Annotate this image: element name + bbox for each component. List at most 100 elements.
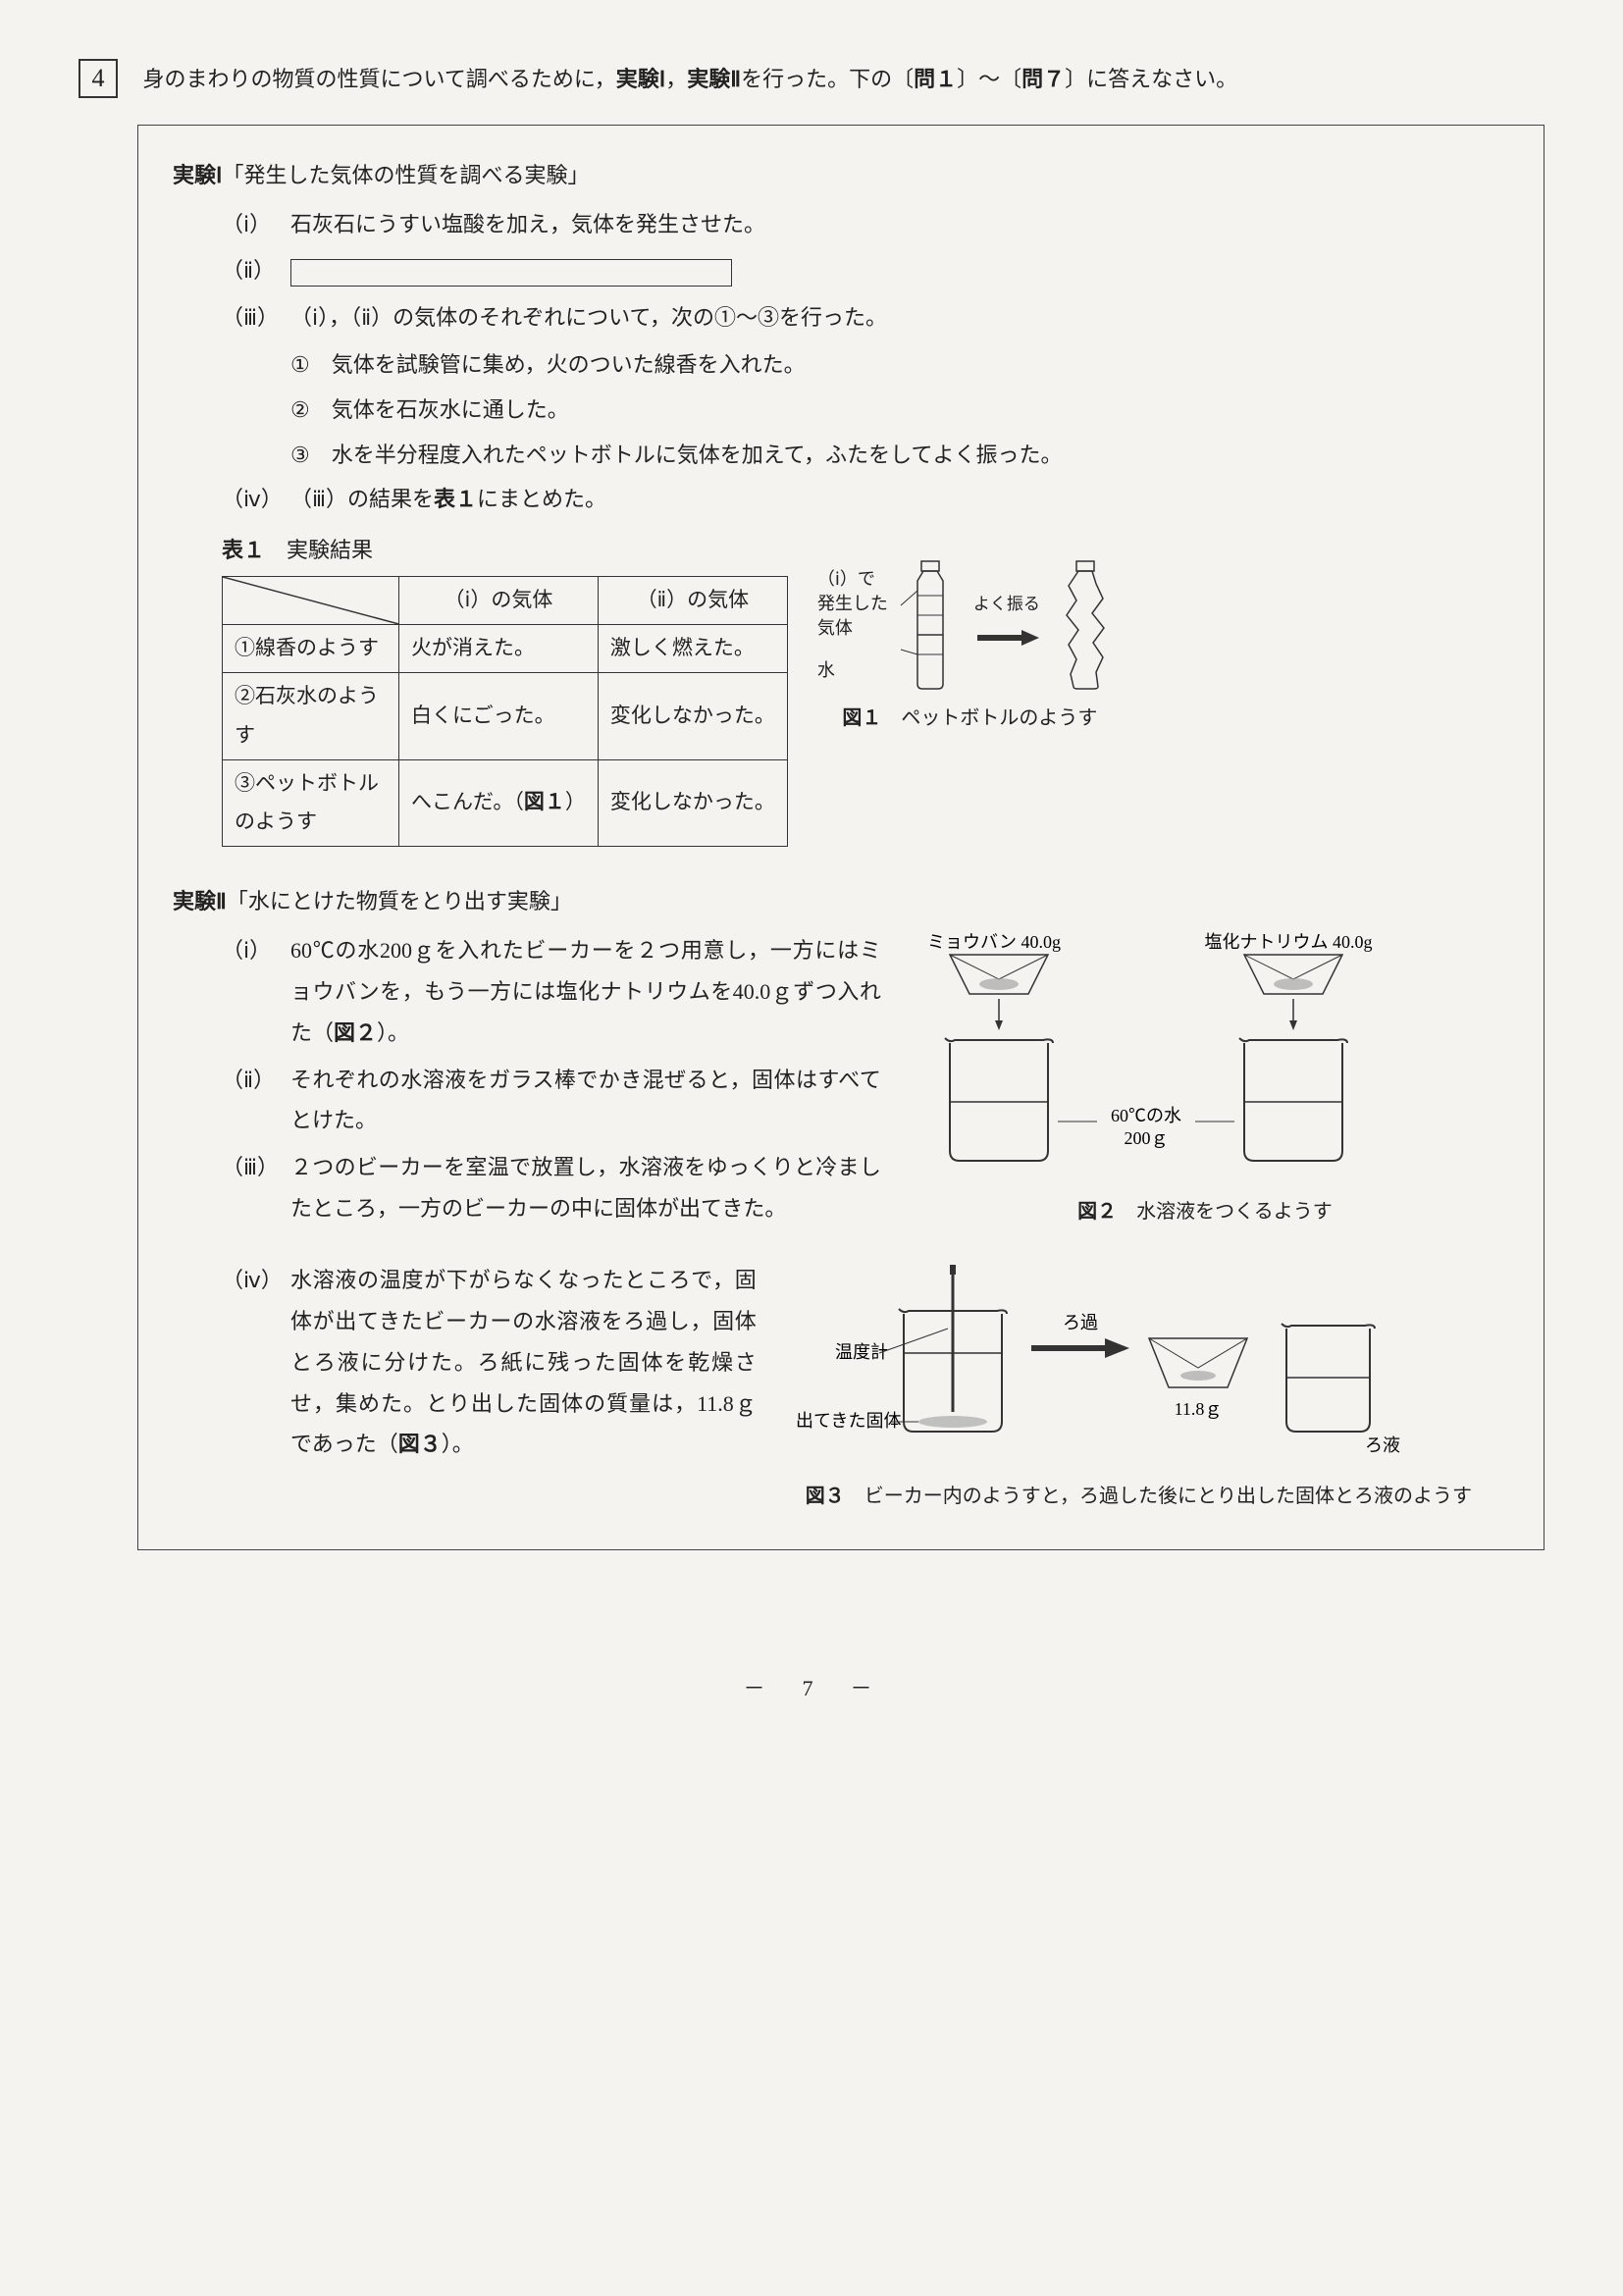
step-content-iii: （ⅰ），（ⅱ）の気体のそれぞれについて，次の①～③を行った。 <box>290 297 1509 339</box>
row1-col1: 火が消えた。 <box>399 624 599 672</box>
exp2-step-iv: （ⅳ） 水溶液の温度が下がらなくなったところで，固体が出てきたビーカーの水溶液を… <box>222 1260 757 1465</box>
fig3-thermo-text: 温度計 <box>835 1342 888 1362</box>
fig3-text-col: （ⅳ） 水溶液の温度が下がらなくなったところで，固体が出てきたビーカーの水溶液を… <box>222 1260 757 1515</box>
arrow-right-icon <box>972 628 1041 648</box>
fig3-caption: 図３ ビーカー内のようすと，ろ過した後にとり出した固体とろ液のようす <box>776 1478 1509 1515</box>
exp1-step-iv: （ⅳ） （ⅲ）の結果を表１にまとめた。 <box>222 479 1509 520</box>
sub-content-2: 気体を石灰水に通した。 <box>332 397 569 422</box>
exp2-label-i: （ⅰ） <box>222 930 290 1053</box>
exp2-label-iv: （ⅳ） <box>222 1260 290 1465</box>
fig3-filtrate-text: ろ液 <box>1365 1435 1400 1455</box>
row2-col2: 変化しなかった。 <box>598 672 787 759</box>
page-number: － 7 － <box>79 1668 1544 1709</box>
fig3-svg-icon: 温度計 出てきた固体 ろ過 11.8ｇ <box>776 1260 1404 1456</box>
sub-label-3: ③ <box>290 435 310 476</box>
fig2-container: ミョウバン 40.0g 塩化ナトリウム 40.0g <box>901 930 1509 1230</box>
step-label-ii: （ⅱ） <box>222 250 290 291</box>
exp2-i-b: ）。 <box>377 1020 409 1045</box>
fig2-temp-text: 60℃の水 <box>1111 1106 1181 1125</box>
fig3-section: （ⅳ） 水溶液の温度が下がらなくなったところで，固体が出てきたビーカーの水溶液を… <box>173 1260 1509 1515</box>
exp1-title: 実験Ⅰ「発生した気体の性質を調べる実験」 <box>173 155 1509 196</box>
exp2-step-ii: （ⅱ） それぞれの水溶液をガラス棒でかき混ぜると，固体はすべてとけた。 <box>222 1060 881 1142</box>
exp2-title: 実験Ⅱ「水にとけた物質をとり出す実験」 <box>173 881 1509 922</box>
sub-content-1: 気体を試験管に集め，火のついた線香を入れた。 <box>332 352 806 377</box>
bottle-after-icon <box>1049 556 1123 694</box>
intro-before: 身のまわりの物質の性質について調べるために， <box>143 67 616 91</box>
intro-after: 〕に答えなさい。 <box>1065 67 1237 91</box>
fig3-mass-text: 11.8ｇ <box>1174 1399 1222 1419</box>
fig1-gas-c: 気体 <box>817 616 888 641</box>
fig1-shake-label: よく振る <box>972 589 1041 620</box>
row3-col1-b: ） <box>565 790 586 813</box>
intro-text: 身のまわりの物質の性質について調べるために，実験Ⅰ，実験Ⅱを行った。下の〔問１〕… <box>143 59 1541 100</box>
step-content-iv: （ⅲ）の結果を表１にまとめた。 <box>290 479 1509 520</box>
table-caption-rest: 実験結果 <box>265 538 373 562</box>
sub-item-3: ③ 水を半分程度入れたペットボトルに気体を加えて，ふたをしてよく振った。 <box>290 435 1509 476</box>
exp2-label-ii: （ⅱ） <box>222 1060 290 1142</box>
sub-item-1: ① 気体を試験管に集め，火のついた線香を入れた。 <box>290 344 1509 386</box>
row3-col1: へこんだ。（図１） <box>399 759 599 847</box>
iv-bold: 表１ <box>434 487 477 511</box>
exp2-i-bold: 図２ <box>334 1020 377 1045</box>
row3-col1-a: へこんだ。（ <box>411 790 524 813</box>
fig2-caption-bold: 図２ <box>1077 1201 1117 1223</box>
exp2-iv-bold: 図３ <box>398 1432 442 1456</box>
exp2-title-bold: 実験Ⅱ <box>173 889 227 913</box>
row1-label: ①線香のようす <box>223 624 399 672</box>
fig2-mass-text: 200ｇ <box>1124 1128 1168 1148</box>
exp2-content-iv: 水溶液の温度が下がらなくなったところで，固体が出てきたビーカーの水溶液をろ過し，… <box>290 1260 757 1465</box>
fig3-caption-bold: 図３ <box>806 1486 845 1507</box>
fig1-arrow-group: よく振る <box>972 589 1041 661</box>
iv-before: （ⅲ）の結果を <box>290 487 434 511</box>
fig3-caption-rest: ビーカー内のようすと，ろ過した後にとり出した固体とろ液のようす <box>845 1486 1472 1507</box>
row2-col1: 白くにごった。 <box>399 672 599 759</box>
table-caption-bold: 表１ <box>222 538 265 562</box>
step-label-i: （ⅰ） <box>222 204 290 245</box>
blank-box <box>290 259 732 287</box>
fig3-figs-col: 温度計 出てきた固体 ろ過 11.8ｇ <box>776 1260 1509 1515</box>
exp2-row: （ⅰ） 60℃の水200ｇを入れたビーカーを２つ用意し，一方にはミョウバンを，も… <box>173 930 1509 1250</box>
diag-line-icon <box>223 577 398 624</box>
step-label-iii: （ⅲ） <box>222 297 290 339</box>
intro-mid2: 〕～〔 <box>957 67 1021 91</box>
exp1-title-rest: 「発生した気体の性質を調べる実験」 <box>223 163 590 187</box>
exp2-title-rest: 「水にとけた物質をとり出す実験」 <box>227 889 572 913</box>
fig1-water: 水 <box>817 658 888 683</box>
exp2-content-i: 60℃の水200ｇを入れたビーカーを２つ用意し，一方にはミョウバンを，もう一方に… <box>290 930 881 1053</box>
fig1-caption: 図１ ペットボトルのようす <box>842 700 1097 737</box>
question-number-box: 4 <box>79 59 118 98</box>
step-label-iv: （ⅳ） <box>222 479 290 520</box>
sub-item-2: ② 気体を石灰水に通した。 <box>290 390 1509 431</box>
fig2-caption-rest: 水溶液をつくるようす <box>1117 1201 1333 1223</box>
fig1-gas-a: （ⅰ）で <box>817 567 888 592</box>
fig1-gas-b: 発生した <box>817 592 888 616</box>
exp2-content-ii: それぞれの水溶液をガラス棒でかき混ぜると，固体はすべてとけた。 <box>290 1060 881 1142</box>
diag-cell <box>223 576 399 624</box>
fig1-caption-rest: ペットボトルのようす <box>881 707 1097 729</box>
th-col1: （ⅰ）の気体 <box>399 576 599 624</box>
question-header: 4 身のまわりの物質の性質について調べるために，実験Ⅰ，実験Ⅱを行った。下の〔問… <box>79 59 1544 100</box>
fig1-left-labels: （ⅰ）で 発生した 気体 水 <box>817 567 888 684</box>
sub-label-2: ② <box>290 390 310 431</box>
fig2-nacl-text: 塩化ナトリウム 40.0g <box>1204 932 1372 952</box>
fig2-svg-icon: ミョウバン 40.0g 塩化ナトリウム 40.0g <box>901 930 1411 1185</box>
fig1-container: （ⅰ）で 発生した 気体 水 <box>817 556 1123 737</box>
exp2-iv-a: 水溶液の温度が下がらなくなったところで，固体が出てきたビーカーの水溶液をろ過し，… <box>290 1268 757 1456</box>
intro-bold-q7: 問７ <box>1021 67 1065 91</box>
row3-label: ③ペットボトルのようす <box>223 759 399 847</box>
row2-label: ②石灰水のようす <box>223 672 399 759</box>
exp1-sublist: ① 気体を試験管に集め，火のついた線香を入れた。 ② 気体を石灰水に通した。 ③… <box>290 344 1509 475</box>
intro-comma: ， <box>665 67 687 91</box>
exp2-content-iii: ２つのビーカーを室温で放置し，水溶液をゆっくりと冷ましたところ，一方のビーカーの… <box>290 1147 881 1229</box>
results-table: （ⅰ）の気体 （ⅱ）の気体 ①線香のようす 火が消えた。 激しく燃えた。 ②石灰… <box>222 576 788 847</box>
exp1-step-iii: （ⅲ） （ⅰ），（ⅱ）の気体のそれぞれについて，次の①～③を行った。 <box>222 297 1509 339</box>
exp2-step-i: （ⅰ） 60℃の水200ｇを入れたビーカーを２つ用意し，一方にはミョウバンを，も… <box>222 930 881 1053</box>
iv-after: にまとめた。 <box>477 487 606 511</box>
fig1-caption-bold: 図１ <box>842 707 881 729</box>
fig3-solid-text: 出てきた固体 <box>796 1411 901 1431</box>
sub-content-3: 水を半分程度入れたペットボトルに気体を加えて，ふたをしてよく振った。 <box>332 443 1063 467</box>
exp1-step-i: （ⅰ） 石灰石にうすい塩酸を加え，気体を発生させた。 <box>222 204 1509 245</box>
intro-bold-q1: 問１ <box>914 67 957 91</box>
th-col2: （ⅱ）の気体 <box>598 576 787 624</box>
fig1-svg-row: （ⅰ）で 発生した 気体 水 <box>817 556 1123 694</box>
